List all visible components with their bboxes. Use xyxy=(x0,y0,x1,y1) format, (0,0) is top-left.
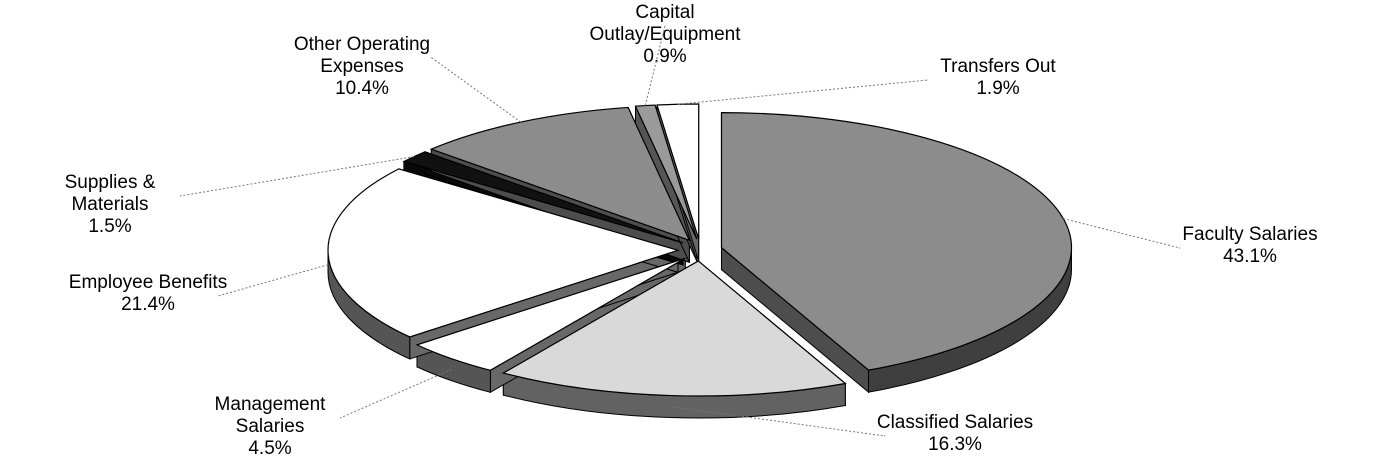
value-label: 21.4% xyxy=(121,294,175,315)
value-label: 0.9% xyxy=(643,46,686,67)
slice-label: Supplies & Materials xyxy=(65,172,156,215)
slice xyxy=(501,260,847,397)
leader-line xyxy=(339,369,452,419)
label-line: Management xyxy=(215,394,327,415)
label-line: Supplies & xyxy=(65,172,156,193)
label-line: Employee Benefits xyxy=(69,272,227,293)
label-line: Outlay/Equipment xyxy=(589,24,741,45)
slice xyxy=(402,151,684,244)
label-line: Capital xyxy=(635,2,694,23)
value-label: 4.5% xyxy=(248,438,291,459)
pie-tops xyxy=(327,103,1073,397)
value-label: 16.3% xyxy=(928,434,982,455)
slice-label: Employee Benefits xyxy=(69,272,227,293)
leader-line xyxy=(1063,218,1181,249)
label-line: Transfers Out xyxy=(940,56,1056,77)
label-line: Materials xyxy=(71,194,148,215)
slice-label: Capital Outlay/Equipment xyxy=(589,2,741,45)
value-label: 43.1% xyxy=(1223,246,1277,267)
value-label: 10.4% xyxy=(335,78,389,99)
leader-line xyxy=(644,25,666,106)
label-line: Other Operating xyxy=(294,34,430,55)
leader-line xyxy=(430,57,522,123)
leader-line xyxy=(677,79,929,105)
slice-label: Other Operating Expenses xyxy=(294,34,430,77)
leader-line xyxy=(179,156,415,197)
label-line: Faculty Salaries xyxy=(1182,224,1317,245)
slice-label: Transfers Out xyxy=(940,56,1056,77)
leader-line xyxy=(670,406,886,437)
slice xyxy=(415,257,686,371)
slice-label: Classified Salaries xyxy=(877,412,1033,433)
slice-label: Management Salaries xyxy=(215,394,327,437)
label-line: Salaries xyxy=(236,416,305,437)
slice xyxy=(720,112,1073,371)
label-line: Expenses xyxy=(320,56,403,77)
slice xyxy=(634,104,698,240)
value-label: 1.9% xyxy=(976,78,1019,99)
value-label: 1.5% xyxy=(88,216,131,237)
slice xyxy=(429,106,691,242)
label-line: Classified Salaries xyxy=(877,412,1033,433)
slice-label: Faculty Salaries xyxy=(1182,224,1317,245)
leader-line xyxy=(217,264,329,297)
slice xyxy=(327,168,681,338)
